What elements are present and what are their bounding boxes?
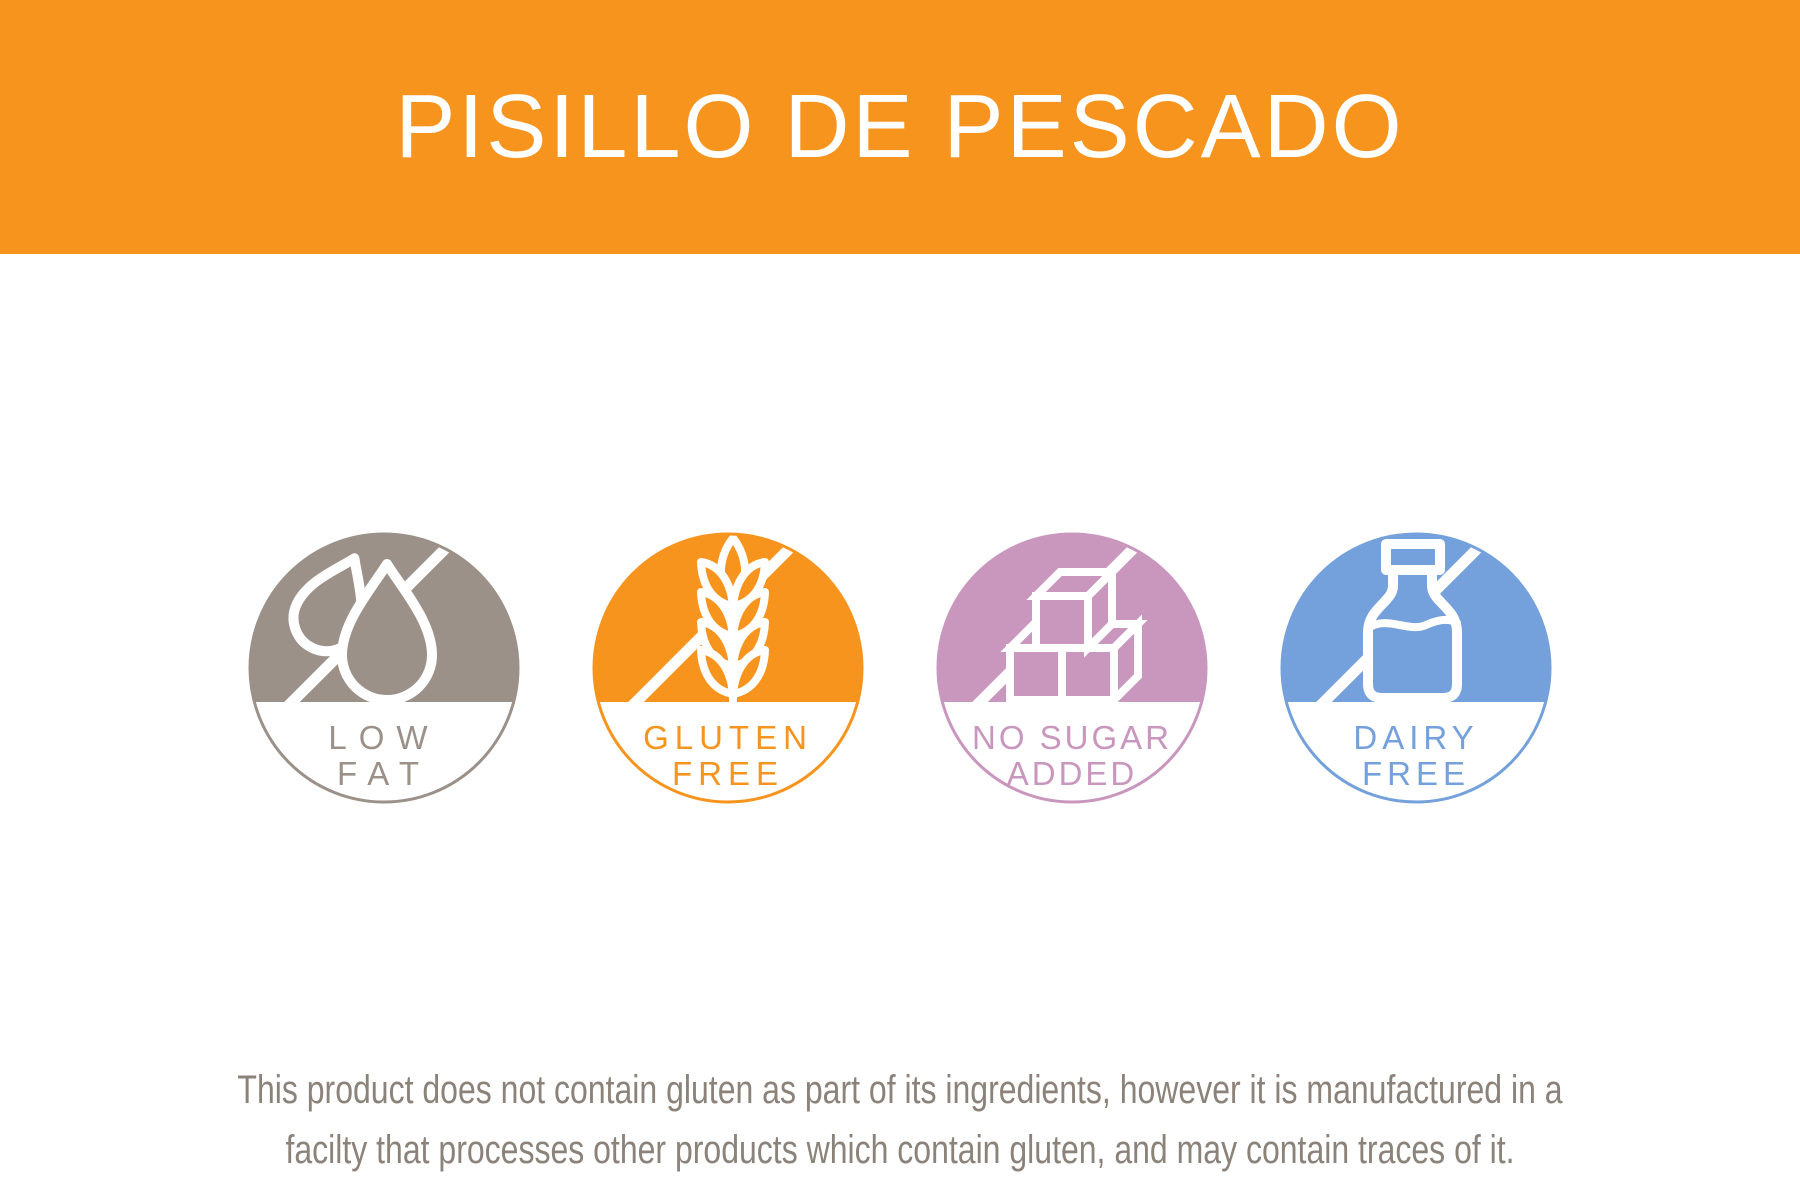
wheat-ear — [697, 534, 769, 704]
disclaimer-text: This product does not contain gluten as … — [180, 1060, 1620, 1180]
badge-label-line1: LOW — [328, 719, 439, 756]
disclaimer-line-1: This product does not contain gluten as … — [237, 1068, 1563, 1112]
disclaimer-line-2: facilty that processes other products wh… — [285, 1128, 1515, 1172]
badge-no-sugar-added: NO SUGAR ADDED — [932, 528, 1212, 808]
large-drop — [337, 559, 437, 705]
disclaimer: This product does not contain gluten as … — [0, 1060, 1800, 1180]
milk-bottle-icon: DAIRY FREE — [1278, 532, 1554, 808]
badge-label-line2: FAT — [337, 755, 431, 792]
badge-gluten-free: GLUTEN FREE — [588, 528, 868, 808]
badge-ring — [592, 532, 864, 804]
badge-bottom-band — [934, 702, 1210, 808]
badge-ring — [1280, 532, 1552, 804]
badge-bottom-band — [590, 702, 866, 808]
badge-dairy-free: DAIRY FREE — [1276, 528, 1556, 808]
badge-label-line2: FREE — [1362, 755, 1470, 792]
sugar-cubes-icon: NO SUGAR ADDED — [934, 532, 1210, 808]
badge-row: LOW FAT — [0, 528, 1800, 808]
badge-label-line1: DAIRY — [1353, 719, 1478, 756]
wheat-icon: GLUTEN FREE — [590, 532, 866, 808]
badge-bottom-band — [246, 702, 522, 808]
header-banner: PISILLO DE PESCADO — [0, 0, 1800, 254]
sugar-cubes — [1000, 562, 1148, 710]
badge-bottom-band — [1278, 702, 1554, 808]
badge-ring — [248, 532, 520, 804]
milk-bottle — [1363, 539, 1462, 703]
milk-wave — [1364, 615, 1461, 632]
badge-label-line2: ADDED — [1007, 755, 1138, 792]
badge-low-fat: LOW FAT — [244, 528, 524, 808]
badge-label-line1: NO SUGAR — [972, 719, 1172, 756]
page-title: PISILLO DE PESCADO — [395, 76, 1405, 177]
fat-drops-icon: LOW FAT — [246, 532, 522, 808]
badge-label-line1: GLUTEN — [643, 719, 813, 756]
badge-label-line2: FREE — [672, 755, 784, 792]
badge-ring — [936, 532, 1208, 804]
